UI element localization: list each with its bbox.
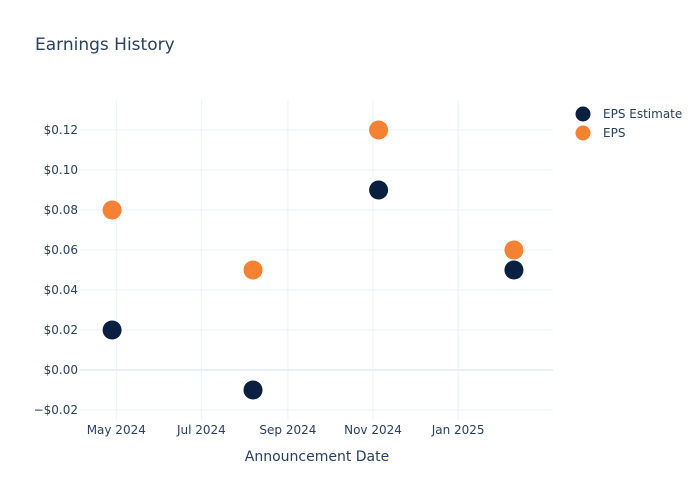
eps-estimate-point <box>243 380 263 400</box>
eps-point <box>243 260 263 280</box>
grid <box>80 100 553 420</box>
x-tick-label: Nov 2024 <box>344 423 402 437</box>
y-tick-label: $0.04 <box>44 283 78 297</box>
y-tick-label: −$0.02 <box>34 403 78 417</box>
legend-marker-eps-estimate <box>575 106 591 122</box>
x-tick-label: Jul 2024 <box>176 423 226 437</box>
legend: EPS Estimate EPS <box>575 106 682 141</box>
y-tick-label: $0.02 <box>44 323 78 337</box>
x-axis-ticks: May 2024 Jul 2024 Sep 2024 Nov 2024 Jan 2025 <box>87 423 485 437</box>
eps-estimate-point <box>369 180 389 200</box>
chart-title: Earnings History <box>35 35 175 55</box>
y-tick-label: $0.06 <box>44 243 78 257</box>
x-axis-title: Announcement Date <box>245 449 389 465</box>
y-tick-label: $0.10 <box>44 163 78 177</box>
legend-marker-eps <box>575 125 591 141</box>
data-points <box>102 120 524 400</box>
y-tick-label: $0.08 <box>44 203 78 217</box>
y-axis-ticks: −$0.02 $0.00 $0.02 $0.04 $0.06 $0.08 $0.10 $0.1… <box>34 123 78 417</box>
legend-label-eps-estimate: EPS Estimate <box>603 107 682 121</box>
eps-estimate-point <box>504 260 524 280</box>
y-tick-label: $0.12 <box>44 123 78 137</box>
x-tick-label: Sep 2024 <box>259 423 316 437</box>
x-tick-label: May 2024 <box>87 423 146 437</box>
eps-point <box>102 200 122 220</box>
legend-label-eps: EPS <box>603 126 625 140</box>
eps-estimate-point <box>102 320 122 340</box>
eps-point <box>504 240 524 260</box>
x-tick-label: Jan 2025 <box>431 423 485 437</box>
y-tick-label: $0.00 <box>44 363 78 377</box>
eps-point <box>369 120 389 140</box>
